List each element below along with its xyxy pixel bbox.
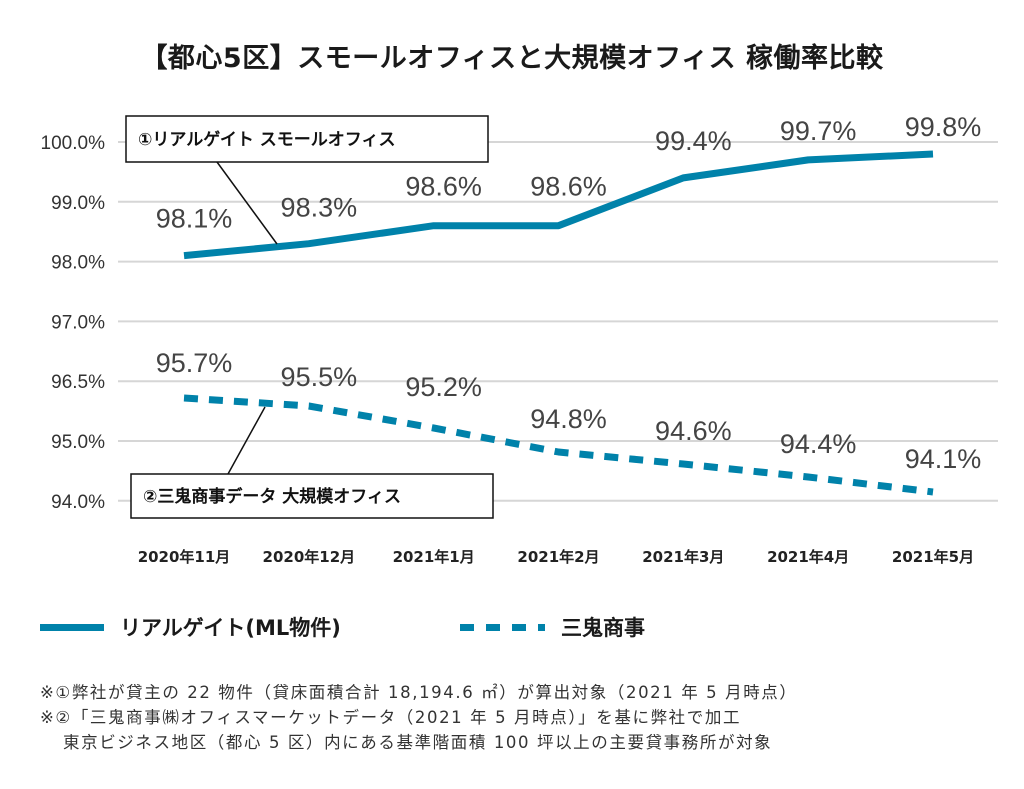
data-label: 94.6%: [655, 416, 732, 446]
footnote-3: 東京ビジネス地区（都心 5 区）内にある基準階面積 100 坪以上の主要貸事務所…: [63, 733, 773, 752]
series-line-miki: [183, 394, 934, 496]
data-label: 94.1%: [905, 444, 982, 474]
x-tick-label: 2021年4月: [767, 548, 849, 566]
series-lines: [183, 150, 934, 496]
data-label: 99.7%: [780, 116, 857, 146]
callout-leader-line: [216, 161, 278, 245]
y-tick-label: 100.0%: [41, 133, 106, 154]
legend-item-realgate: リアルゲイト(ML物件): [40, 612, 341, 642]
footnote-1: ※①弊社が貸主の 22 物件（貸床面積合計 18,194.6 ㎡）が算出対象（2…: [40, 683, 798, 702]
data-label: 94.8%: [530, 404, 607, 434]
callout-text: ①リアルゲイト スモールオフィス: [138, 129, 395, 150]
y-axis-ticks: 100.0% 99.0% 98.0% 97.0% 96.5% 95.0% 94.0%: [41, 133, 106, 513]
data-label: 95.7%: [156, 348, 233, 378]
data-label: 98.6%: [405, 172, 482, 202]
data-label: 98.3%: [281, 193, 358, 223]
x-tick-label: 2021年3月: [642, 548, 724, 566]
data-label: 95.5%: [281, 362, 358, 392]
callout-text: ②三鬼商事データ 大規模オフィス: [143, 486, 401, 507]
footnotes: ※①弊社が貸主の 22 物件（貸床面積合計 18,194.6 ㎡）が算出対象（2…: [40, 680, 798, 755]
data-labels: 98.1% 98.3% 98.6% 98.6% 99.4% 99.7% 99.8% 95.7%…: [156, 112, 982, 474]
callout-realgate: ①リアルゲイト スモールオフィス: [125, 115, 489, 245]
legend-dotted-line-swatch: [460, 623, 545, 631]
data-label: 98.6%: [530, 172, 607, 202]
y-tick-label: 97.0%: [51, 312, 105, 333]
legend-label-realgate: リアルゲイト(ML物件): [120, 616, 341, 640]
callout-box: [130, 473, 494, 519]
y-tick-label: 98.0%: [51, 253, 105, 274]
footnote-2: ※②「三鬼商事㈱オフィスマーケットデータ（2021 年 5 月時点）」を基に弊社…: [40, 708, 742, 727]
callouts: ①リアルゲイト スモールオフィス ②三鬼商事データ 大規模オフィス: [125, 115, 494, 519]
chart-title: 【都心5区】スモールオフィスと大規模オフィス 稼働率比較: [140, 43, 884, 74]
y-tick-label: 96.5%: [51, 372, 105, 393]
y-tick-label: 95.0%: [51, 432, 105, 453]
data-label: 98.1%: [156, 204, 233, 234]
legend: リアルゲイト(ML物件) 三鬼商事: [40, 612, 940, 648]
callout-miki: ②三鬼商事データ 大規模オフィス: [130, 406, 494, 519]
y-tick-label: 99.0%: [51, 193, 105, 214]
callout-box: [125, 115, 489, 163]
x-tick-label: 2020年12月: [263, 548, 356, 566]
data-label: 99.4%: [655, 126, 732, 156]
x-axis-ticks: 2020年11月 2020年12月 2021年1月 2021年2月 2021年3月 202…: [138, 548, 974, 566]
legend-solid-line-swatch: [40, 623, 104, 631]
x-tick-label: 2020年11月: [138, 548, 231, 566]
x-tick-label: 2021年5月: [892, 548, 974, 566]
callout-leader-line: [227, 406, 266, 475]
line-chart: 100.0% 99.0% 98.0% 97.0% 96.5% 95.0% 94.0% 202…: [41, 112, 998, 566]
data-label: 94.4%: [780, 429, 857, 459]
legend-item-miki: 三鬼商事: [460, 612, 645, 642]
series-line-realgate: [183, 150, 934, 260]
x-tick-label: 2021年2月: [517, 548, 599, 566]
data-label: 95.2%: [405, 372, 482, 402]
legend-label-miki: 三鬼商事: [561, 616, 645, 640]
y-tick-label: 94.0%: [51, 492, 105, 513]
x-tick-label: 2021年1月: [393, 548, 475, 566]
data-label: 99.8%: [905, 112, 982, 142]
